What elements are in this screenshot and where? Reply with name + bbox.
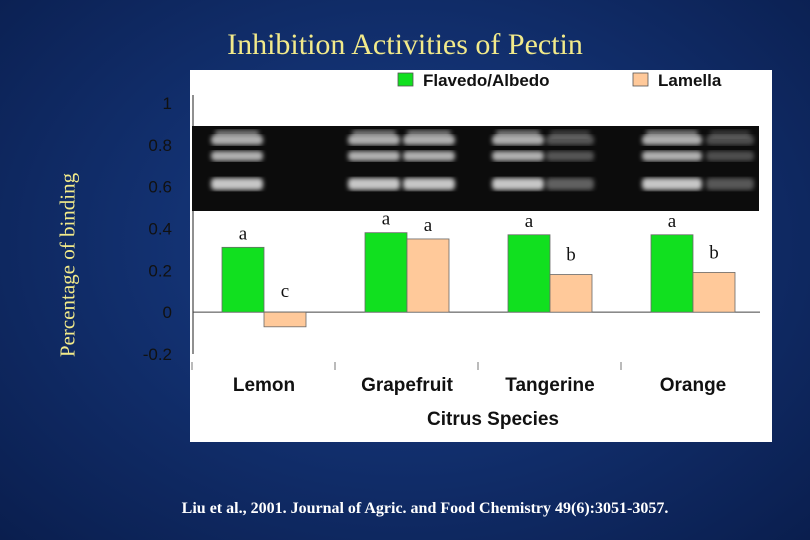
bar-orange-lamella [692, 272, 736, 313]
bar-orange-flavedo [650, 234, 694, 313]
y-tick-label: 0.8 [148, 136, 172, 155]
gel-band [348, 178, 400, 190]
y-ticks: -0.2 0 0.2 0.4 0.6 0.8 1 [143, 94, 172, 364]
bars [191, 95, 760, 370]
gel-band [352, 130, 396, 138]
y-tick-label: 0.2 [148, 261, 172, 280]
legend-entry-flavedo: Flavedo/Albedo [423, 71, 550, 90]
x-tick-label: Lemon [233, 375, 295, 396]
x-tick-label: Orange [660, 375, 727, 396]
bar-grapefruit-flavedo [364, 232, 408, 313]
y-tick-label: 0.4 [148, 220, 172, 239]
legend-swatch-lamella [632, 72, 649, 87]
y-tick-label: 1 [163, 94, 172, 113]
gel-band [642, 178, 702, 190]
significance-label: c [281, 281, 289, 302]
citation: Liu et al., 2001. Journal of Agric. and … [181, 500, 669, 517]
significance-label: b [709, 242, 719, 263]
slide-title: Inhibition Activities of Pectin [227, 28, 583, 61]
gel-band [403, 178, 455, 190]
x-tick-labels: Lemon Grapefruit Tangerine Orange [233, 375, 726, 396]
gel-band [348, 151, 400, 161]
x-tick-label: Tangerine [505, 375, 594, 396]
y-tick-label: 0.6 [148, 178, 172, 197]
significance-label: a [239, 223, 248, 244]
gel-image [192, 126, 759, 211]
x-tick-label: Grapefruit [361, 375, 454, 396]
y-tick-label: 0 [163, 303, 172, 322]
gel-band [211, 151, 263, 161]
significance-label: a [668, 211, 677, 232]
y-tick-label: -0.2 [143, 345, 172, 364]
gel-band [492, 151, 544, 161]
gel-band [407, 130, 451, 138]
gel-band [211, 178, 263, 190]
bar-grapefruit-lamella [406, 238, 450, 313]
gel-band [215, 130, 259, 138]
bar-tangerine-lamella [549, 274, 593, 313]
gel-band [642, 151, 702, 161]
legend-swatch-flavedo [397, 72, 414, 87]
significance-labels: a c a a a b a b [239, 209, 719, 302]
bar-lemon-flavedo [221, 246, 265, 313]
bar-lemon-lamella [263, 311, 307, 328]
significance-label: a [382, 209, 391, 230]
gel-band [546, 151, 594, 161]
gel-band [550, 130, 590, 138]
legend: Flavedo/Albedo Lamella [397, 71, 722, 90]
bar-tangerine-flavedo [507, 234, 551, 313]
gel-band [496, 130, 540, 138]
legend-entry-lamella: Lamella [658, 71, 722, 90]
gel-band [546, 178, 594, 190]
gel-band [646, 130, 698, 138]
x-axis-label: Citrus Species [427, 409, 559, 430]
significance-label: b [566, 245, 576, 266]
gel-band [706, 178, 754, 190]
significance-label: a [525, 211, 534, 232]
gel-band [710, 130, 750, 138]
gel-band [706, 151, 754, 161]
significance-label: a [424, 215, 433, 236]
gel-band [492, 178, 544, 190]
gel-band [403, 151, 455, 161]
